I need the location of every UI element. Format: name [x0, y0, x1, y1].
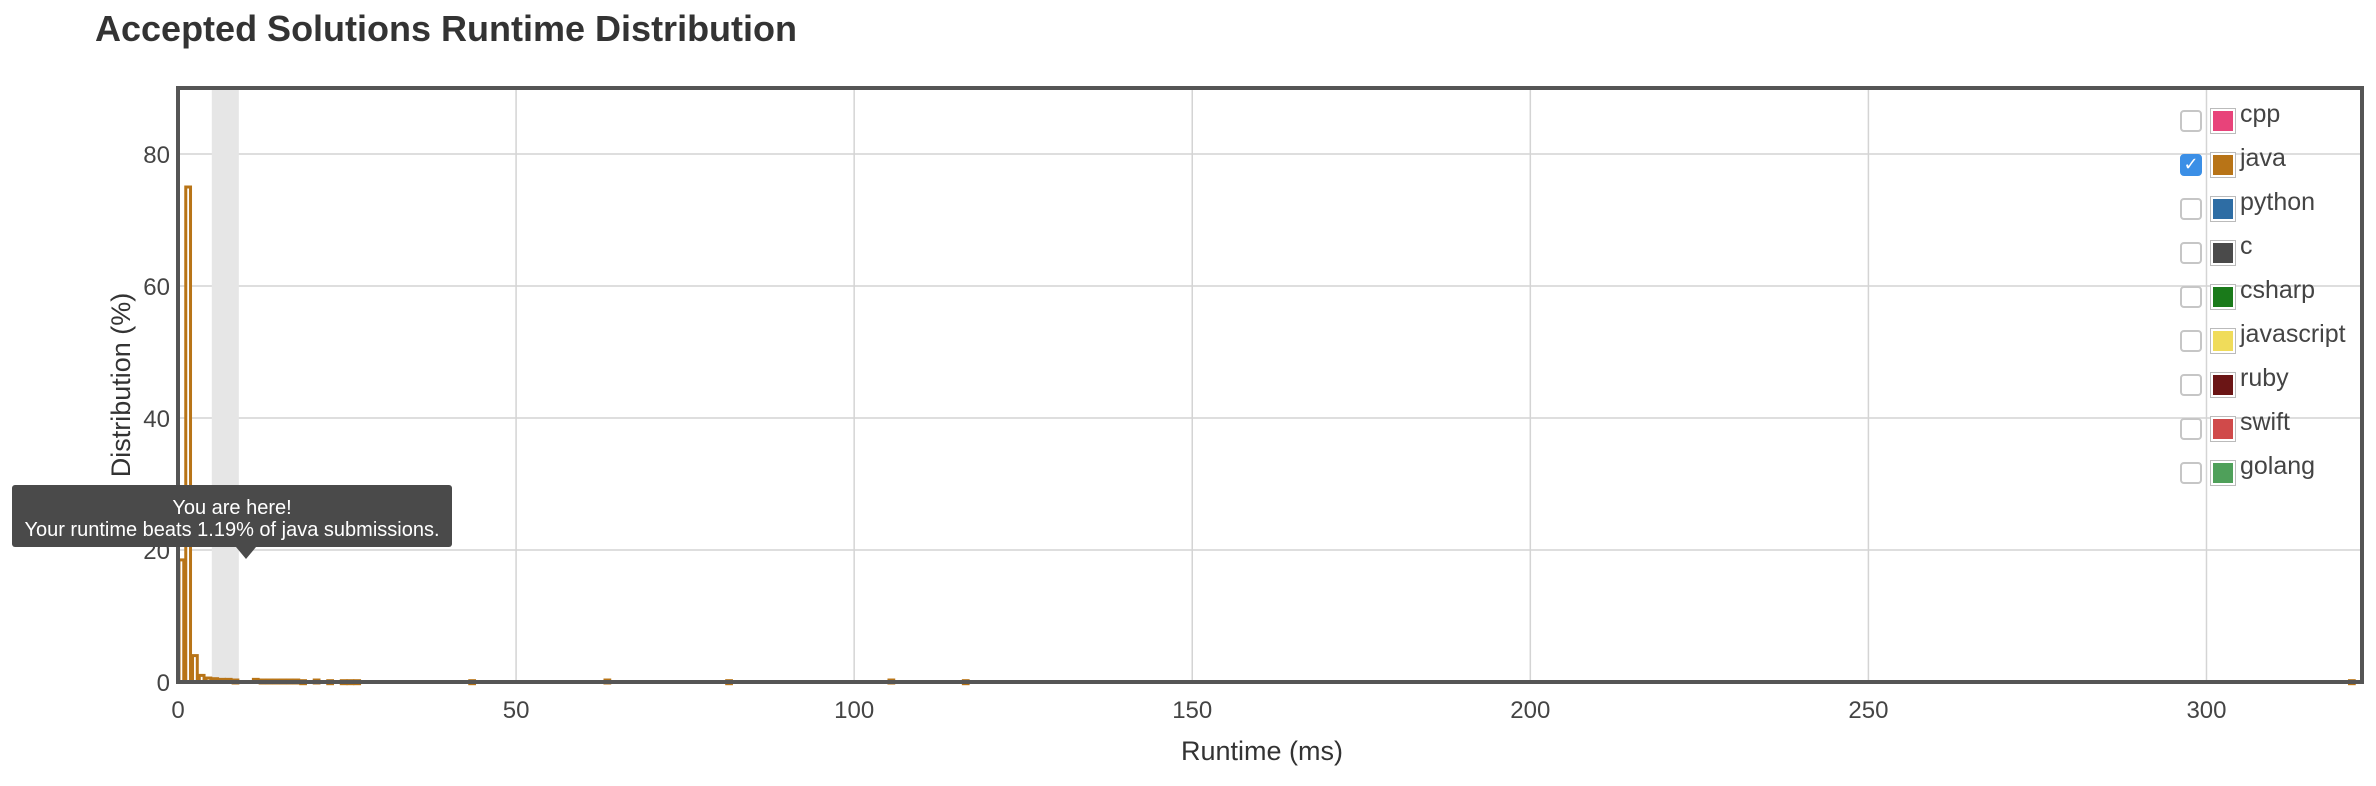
legend-swatch: [2210, 240, 2236, 266]
legend: cpp ✓ java python c csharp javascript ruby swift…: [2180, 100, 2346, 496]
legend-swatch: [2210, 152, 2236, 178]
y-tick-label: 80: [143, 142, 170, 169]
legend-label: ruby: [2240, 364, 2289, 392]
legend-swatch-fill: [2213, 375, 2233, 395]
y-tick-label: 0: [157, 670, 170, 697]
legend-label: swift: [2240, 408, 2290, 436]
legend-checkbox[interactable]: [2180, 462, 2202, 484]
tooltip-arrow: [236, 547, 256, 559]
x-tick-labels: 0 50 100 150 200 250 300: [171, 697, 2226, 724]
legend-swatch: [2210, 196, 2236, 222]
legend-checkbox[interactable]: [2180, 418, 2202, 440]
legend-item-python[interactable]: python: [2180, 188, 2346, 232]
legend-label: cpp: [2240, 100, 2281, 128]
legend-swatch-fill: [2213, 463, 2233, 483]
x-tick-label: 0: [171, 697, 184, 724]
legend-label: java: [2240, 144, 2286, 172]
legend-swatch: [2210, 372, 2236, 398]
plot-frame: [176, 86, 2364, 684]
legend-label: python: [2240, 188, 2316, 216]
legend-label: golang: [2240, 452, 2316, 480]
x-axis-label: Runtime (ms): [1181, 736, 1343, 766]
x-tick-label: 300: [2186, 697, 2226, 724]
legend-label: javascript: [2240, 320, 2346, 348]
y-tick-label: 60: [143, 274, 170, 301]
legend-checkbox[interactable]: [2180, 242, 2202, 264]
legend-item-ruby[interactable]: ruby: [2180, 364, 2346, 408]
runtime-tooltip: You are here! Your runtime beats 1.19% o…: [12, 485, 452, 559]
legend-swatch-fill: [2213, 199, 2233, 219]
legend-swatch-fill: [2213, 243, 2233, 263]
legend-swatch-fill: [2213, 111, 2233, 131]
x-tick-label: 250: [1848, 697, 1888, 724]
x-tick-label: 100: [834, 697, 874, 724]
legend-label: csharp: [2240, 276, 2316, 304]
legend-label: c: [2240, 232, 2253, 260]
y-axis-label: Distribution (%): [106, 293, 136, 478]
x-tick-label: 200: [1510, 697, 1550, 724]
legend-item-csharp[interactable]: csharp: [2180, 276, 2346, 320]
legend-checkbox[interactable]: ✓: [2180, 154, 2202, 176]
legend-item-golang[interactable]: golang: [2180, 452, 2346, 496]
legend-item-cpp[interactable]: cpp: [2180, 100, 2346, 144]
legend-swatch: [2210, 416, 2236, 442]
legend-swatch-fill: [2213, 155, 2233, 175]
tooltip-line1: You are here!: [172, 497, 292, 519]
grid-lines: [178, 88, 2362, 682]
checkmark-icon: ✓: [2183, 154, 2199, 175]
legend-swatch: [2210, 284, 2236, 310]
legend-checkbox[interactable]: [2180, 110, 2202, 132]
legend-item-java[interactable]: ✓ java: [2180, 144, 2346, 188]
legend-item-javascript[interactable]: javascript: [2180, 320, 2346, 364]
legend-checkbox[interactable]: [2180, 286, 2202, 308]
legend-item-swift[interactable]: swift: [2180, 408, 2346, 452]
y-tick-label: 40: [143, 406, 170, 433]
legend-item-c[interactable]: c: [2180, 232, 2346, 276]
legend-swatch: [2210, 328, 2236, 354]
your-runtime-highlight: [211, 88, 239, 682]
bar[interactable]: [191, 654, 199, 684]
x-tick-label: 150: [1172, 697, 1212, 724]
legend-checkbox[interactable]: [2180, 198, 2202, 220]
legend-swatch-fill: [2213, 287, 2233, 307]
legend-swatch: [2210, 108, 2236, 134]
chart-title: Accepted Solutions Runtime Distribution: [95, 8, 798, 49]
bar[interactable]: [184, 185, 193, 684]
x-tick-label: 50: [503, 697, 530, 724]
legend-swatch: [2210, 460, 2236, 486]
tooltip-line2: Your runtime beats 1.19% of java submiss…: [24, 519, 440, 541]
legend-swatch-fill: [2213, 419, 2233, 439]
bars-group: [177, 185, 2356, 686]
legend-checkbox[interactable]: [2180, 374, 2202, 396]
legend-swatch-fill: [2213, 331, 2233, 351]
legend-checkbox[interactable]: [2180, 330, 2202, 352]
